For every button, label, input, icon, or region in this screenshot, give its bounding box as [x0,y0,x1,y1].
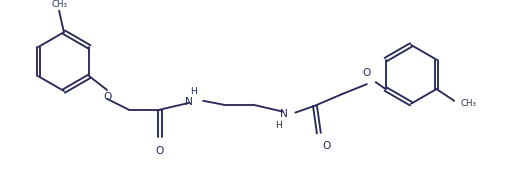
Text: O: O [156,146,164,156]
Text: O: O [323,141,331,151]
Text: H: H [190,87,197,96]
Text: O: O [103,92,112,102]
Text: CH₃: CH₃ [460,99,476,108]
Text: H: H [275,121,282,130]
Text: N: N [280,108,288,118]
Text: N: N [185,97,193,107]
Text: O: O [363,68,371,78]
Text: CH₃: CH₃ [51,0,67,9]
